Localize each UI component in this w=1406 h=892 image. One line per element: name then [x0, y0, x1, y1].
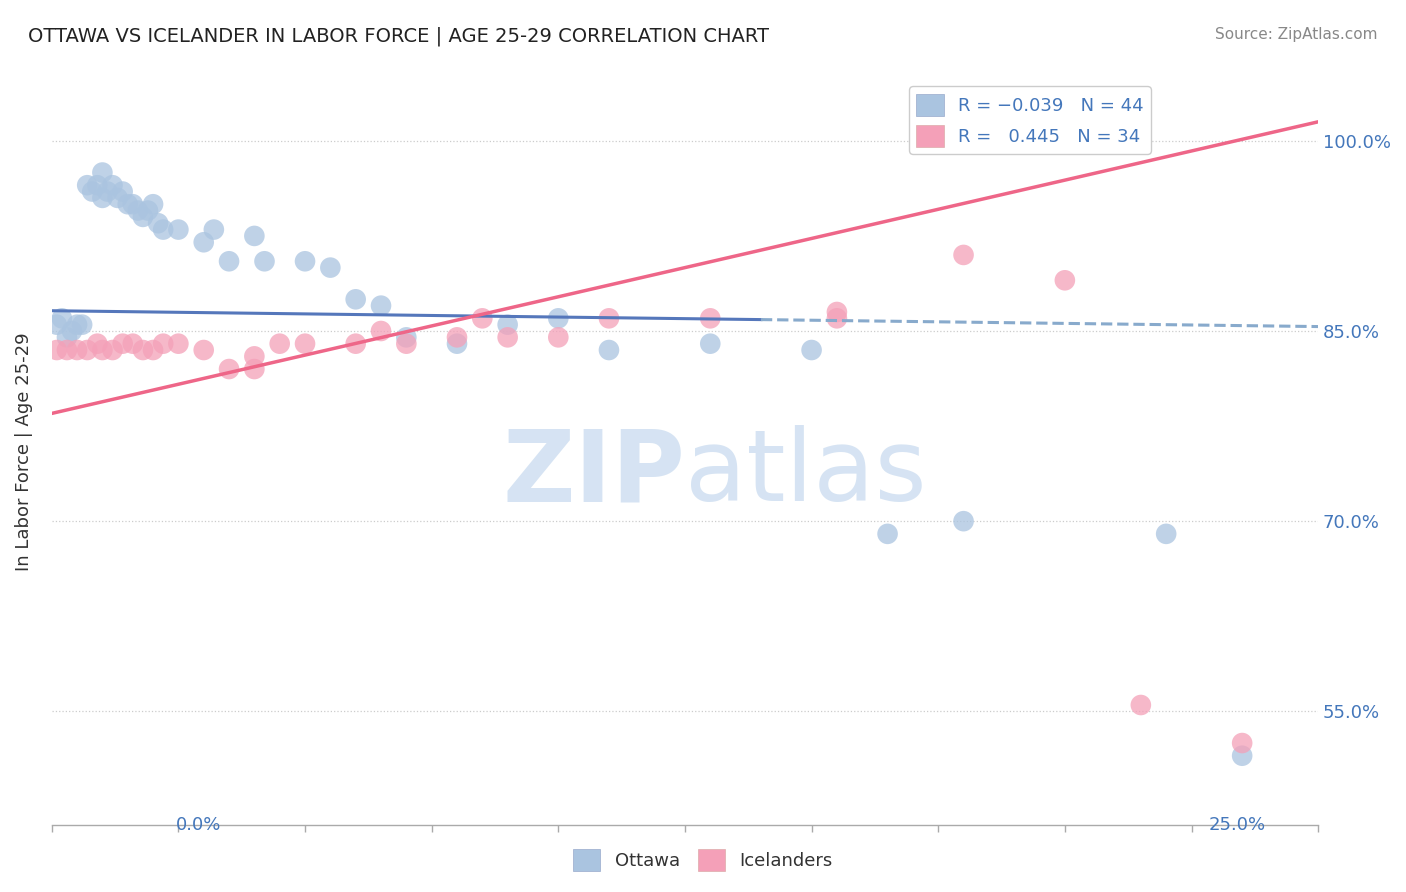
Text: atlas: atlas [685, 425, 927, 523]
Point [107, 191, 129, 205]
Point [1129, 698, 1152, 712]
Point [876, 526, 898, 541]
Point [218, 362, 240, 376]
Point [370, 324, 392, 338]
Point [344, 293, 367, 307]
Point [91, 343, 114, 357]
Point [82, 185, 104, 199]
Point [344, 336, 367, 351]
Point [56, 343, 79, 357]
Point [598, 343, 620, 357]
Point [800, 343, 823, 357]
Point [91, 165, 114, 179]
Point [269, 336, 291, 351]
Point [132, 343, 155, 357]
Point [167, 336, 190, 351]
Point [395, 336, 418, 351]
Point [45, 343, 67, 357]
Text: ZIP: ZIP [502, 425, 685, 523]
Point [121, 197, 143, 211]
Text: Source: ZipAtlas.com: Source: ZipAtlas.com [1215, 27, 1378, 42]
Point [117, 197, 139, 211]
Point [395, 330, 418, 344]
Point [471, 311, 494, 326]
Point [167, 222, 190, 236]
Point [152, 336, 174, 351]
Point [446, 330, 468, 344]
Text: OTTAWA VS ICELANDER IN LABOR FORCE | AGE 25-29 CORRELATION CHART: OTTAWA VS ICELANDER IN LABOR FORCE | AGE… [28, 27, 769, 46]
Point [952, 248, 974, 262]
Point [547, 311, 569, 326]
Point [111, 336, 134, 351]
Legend: Ottawa, Icelanders: Ottawa, Icelanders [567, 842, 839, 879]
Point [56, 330, 79, 344]
Point [132, 210, 155, 224]
Point [825, 305, 848, 319]
Point [496, 330, 519, 344]
Point [66, 343, 89, 357]
Point [193, 235, 215, 250]
Point [86, 178, 108, 193]
Point [294, 254, 316, 268]
Point [1230, 748, 1253, 763]
Point [193, 343, 215, 357]
Point [370, 299, 392, 313]
Point [243, 362, 266, 376]
Point [699, 311, 721, 326]
Point [547, 330, 569, 344]
Point [91, 191, 114, 205]
Point [66, 318, 89, 332]
Point [101, 343, 124, 357]
Point [101, 178, 124, 193]
Point [142, 343, 165, 357]
Point [96, 185, 118, 199]
Point [825, 311, 848, 326]
Point [294, 336, 316, 351]
Point [1053, 273, 1076, 287]
Point [1230, 736, 1253, 750]
Point [60, 324, 83, 338]
Point [243, 350, 266, 364]
Point [1154, 526, 1177, 541]
Point [598, 311, 620, 326]
Point [319, 260, 342, 275]
Point [111, 185, 134, 199]
Point [699, 336, 721, 351]
Point [70, 318, 93, 332]
Text: 0.0%: 0.0% [176, 816, 221, 834]
Point [136, 203, 159, 218]
Point [76, 178, 98, 193]
Point [952, 514, 974, 528]
Point [202, 222, 225, 236]
Point [152, 222, 174, 236]
Point [45, 318, 67, 332]
Point [76, 343, 98, 357]
Point [121, 336, 143, 351]
Point [51, 311, 73, 326]
Point [253, 254, 276, 268]
Legend: R = −0.039   N = 44, R =   0.445   N = 34: R = −0.039 N = 44, R = 0.445 N = 34 [910, 87, 1152, 154]
Point [446, 336, 468, 351]
Point [218, 254, 240, 268]
Point [142, 197, 165, 211]
Y-axis label: In Labor Force | Age 25-29: In Labor Force | Age 25-29 [15, 332, 32, 571]
Text: 25.0%: 25.0% [1208, 816, 1265, 834]
Point [496, 318, 519, 332]
Point [146, 216, 169, 230]
Point [243, 228, 266, 243]
Point [127, 203, 149, 218]
Point [86, 336, 108, 351]
